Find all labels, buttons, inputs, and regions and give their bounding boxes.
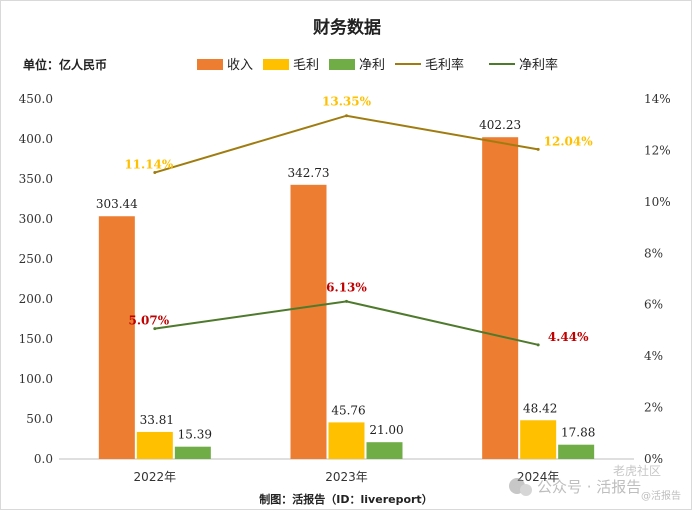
bar-value-label: 402.23 bbox=[479, 118, 521, 132]
line-value-label: 12.04% bbox=[544, 134, 594, 148]
y-left-tick: 400.0 bbox=[19, 132, 53, 146]
y-right-tick: 10% bbox=[644, 195, 671, 209]
legend-label: 毛利 bbox=[293, 58, 319, 73]
bar-value-label: 342.73 bbox=[288, 166, 330, 180]
wechat-icon-bubble bbox=[520, 484, 532, 496]
line-point bbox=[536, 343, 540, 347]
bar-value-label: 17.88 bbox=[561, 426, 595, 440]
bar-value-label: 33.81 bbox=[140, 413, 174, 427]
x-tick-label: 2024年 bbox=[517, 470, 560, 484]
legend: 收入 毛利 净利 毛利率 净利率 bbox=[197, 57, 558, 73]
line-value-label: 6.13% bbox=[326, 280, 367, 294]
y-left-tick: 0.0 bbox=[34, 452, 53, 466]
y-left-tick: 200.0 bbox=[19, 292, 53, 306]
y-right-tick: 14% bbox=[644, 92, 671, 106]
line-value-label: 11.14% bbox=[124, 158, 174, 172]
line-point bbox=[345, 114, 348, 118]
y-left-tick: 450.0 bbox=[19, 92, 53, 106]
y-right-tick: 0% bbox=[644, 452, 663, 466]
line-point bbox=[345, 299, 348, 303]
bar-value-label: 21.00 bbox=[369, 423, 403, 437]
legend-label: 毛利率 bbox=[425, 57, 464, 73]
bar-净利 bbox=[558, 444, 595, 459]
legend-swatch bbox=[263, 59, 289, 70]
line-value-label: 13.35% bbox=[322, 95, 372, 109]
line-point bbox=[153, 171, 157, 175]
x-tick-label: 2022年 bbox=[134, 470, 177, 484]
watermark-corner: @活报告 bbox=[641, 489, 681, 502]
plot-area: 0.0 50.0 100.0 150.0 200.0 250.0 300.0 350.0 400… bbox=[19, 92, 671, 484]
y-right-tick: 6% bbox=[644, 298, 663, 312]
bar-毛利 bbox=[328, 422, 365, 459]
bar-value-label: 48.42 bbox=[523, 401, 557, 415]
y-right-tick: 2% bbox=[644, 401, 663, 415]
line-净利率 bbox=[154, 300, 539, 346]
bar-value-label: 45.76 bbox=[331, 403, 365, 417]
bar-收入 bbox=[290, 184, 327, 460]
bar-收入 bbox=[482, 137, 519, 459]
y-right-tick: 4% bbox=[644, 349, 663, 363]
bar-value-label: 303.44 bbox=[96, 197, 138, 211]
y-left-tick: 100.0 bbox=[19, 372, 53, 386]
bar-收入 bbox=[98, 216, 135, 459]
y-left-tick: 50.0 bbox=[26, 412, 53, 426]
bar-毛利 bbox=[520, 420, 557, 459]
bar-value-label: 15.39 bbox=[178, 428, 212, 442]
line-value-label: 5.07% bbox=[129, 314, 170, 328]
bar-净利 bbox=[366, 442, 403, 459]
legend-label: 净利率 bbox=[519, 57, 558, 73]
bar-毛利 bbox=[136, 431, 173, 459]
chart-title: 财务数据 bbox=[312, 17, 381, 38]
y-left-tick: 350.0 bbox=[19, 172, 53, 186]
line-point bbox=[153, 327, 157, 331]
y-right-tick: 8% bbox=[644, 246, 663, 260]
bar-净利 bbox=[174, 446, 211, 459]
watermark-small: 老虎社区 bbox=[613, 463, 661, 478]
unit-label: 单位：亿人民币 bbox=[23, 57, 107, 72]
legend-swatch bbox=[329, 59, 355, 70]
line-value-label: 4.44% bbox=[548, 330, 589, 344]
y-left-tick: 300.0 bbox=[19, 212, 53, 226]
legend-swatch bbox=[197, 59, 223, 70]
watermark: 公众号 · 活报告 老虎社区 @活报告 bbox=[509, 463, 681, 502]
legend-label: 净利 bbox=[359, 58, 385, 73]
line-point bbox=[536, 147, 540, 151]
y-left-tick: 150.0 bbox=[19, 332, 53, 346]
x-tick-label: 2023年 bbox=[325, 470, 368, 484]
credit-text: 制图：活报告（ID：livereport） bbox=[259, 492, 432, 506]
legend-label: 收入 bbox=[227, 58, 253, 73]
watermark-text: 公众号 · 活报告 bbox=[537, 478, 641, 496]
y-left-tick: 250.0 bbox=[19, 252, 53, 266]
y-right-tick: 12% bbox=[644, 143, 671, 157]
